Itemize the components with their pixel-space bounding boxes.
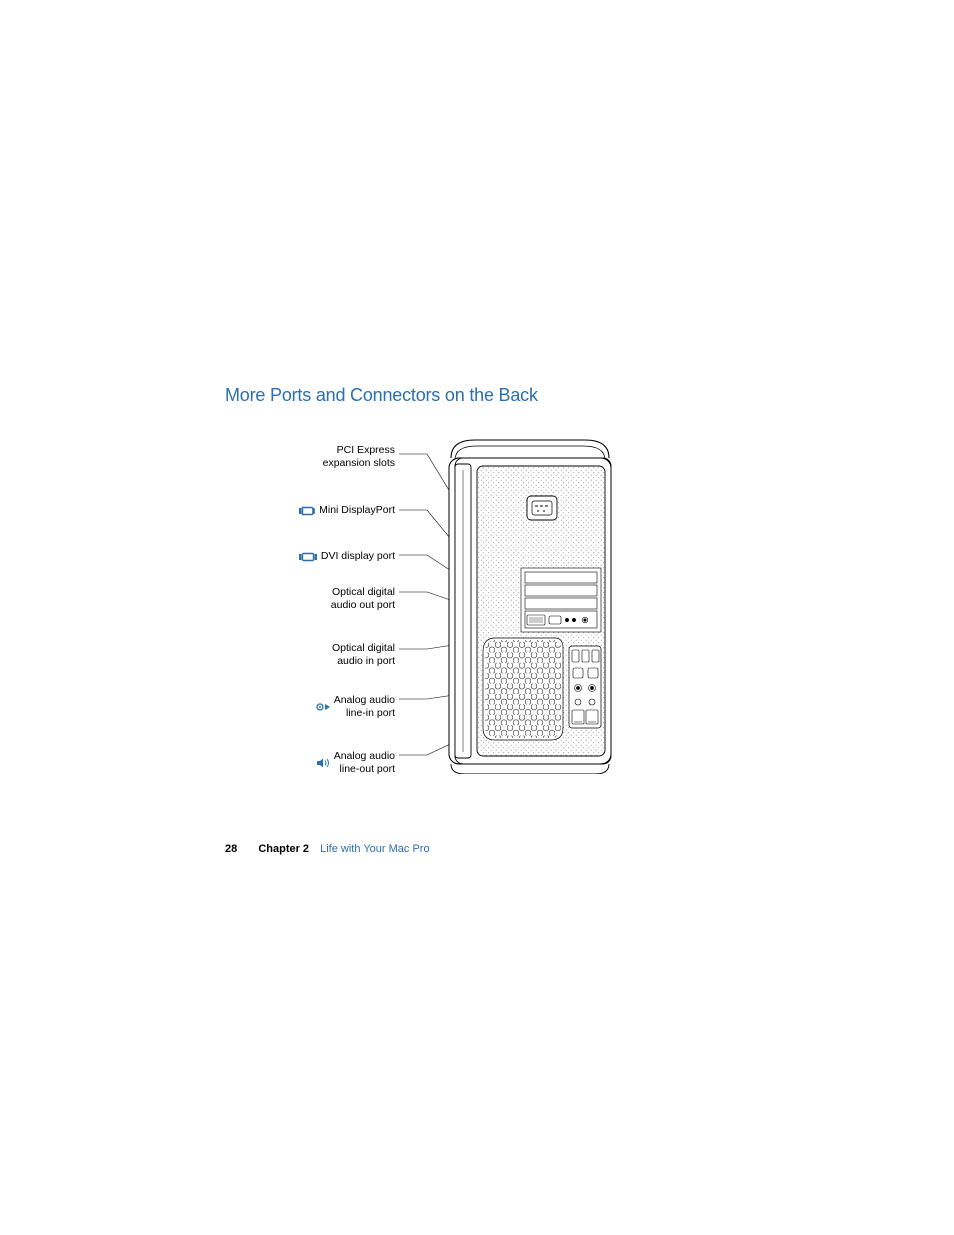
chapter-number: Chapter 2 xyxy=(258,843,309,855)
mac-pro-tower-illustration xyxy=(435,434,625,774)
label-optical-audio-in: Optical digital audio in port xyxy=(332,642,395,668)
page-number: 28 xyxy=(225,843,237,855)
analog-line-in-icon xyxy=(316,702,330,712)
analog-line-out-icon xyxy=(316,758,330,768)
dvi-port-icon xyxy=(299,552,317,562)
label-dvi-port: DVI display port xyxy=(299,550,395,563)
label-analog-line-in: Analog audio line-in port xyxy=(316,694,395,720)
label-pci-express: PCI Express expansion slots xyxy=(323,444,395,470)
label-analog-line-out: Analog audio line-out port xyxy=(316,750,395,776)
section-heading: More Ports and Connectors on the Back xyxy=(225,385,725,406)
chapter-title: Life with Your Mac Pro xyxy=(320,843,429,855)
mini-displayport-icon xyxy=(299,506,315,516)
page-footer: 28 Chapter 2 Life with Your Mac Pro xyxy=(225,843,430,855)
label-optical-audio-out: Optical digital audio out port xyxy=(331,586,395,612)
label-mini-displayport: Mini DisplayPort xyxy=(299,504,395,517)
ports-diagram: PCI Express expansion slots Mini Display… xyxy=(225,424,725,794)
